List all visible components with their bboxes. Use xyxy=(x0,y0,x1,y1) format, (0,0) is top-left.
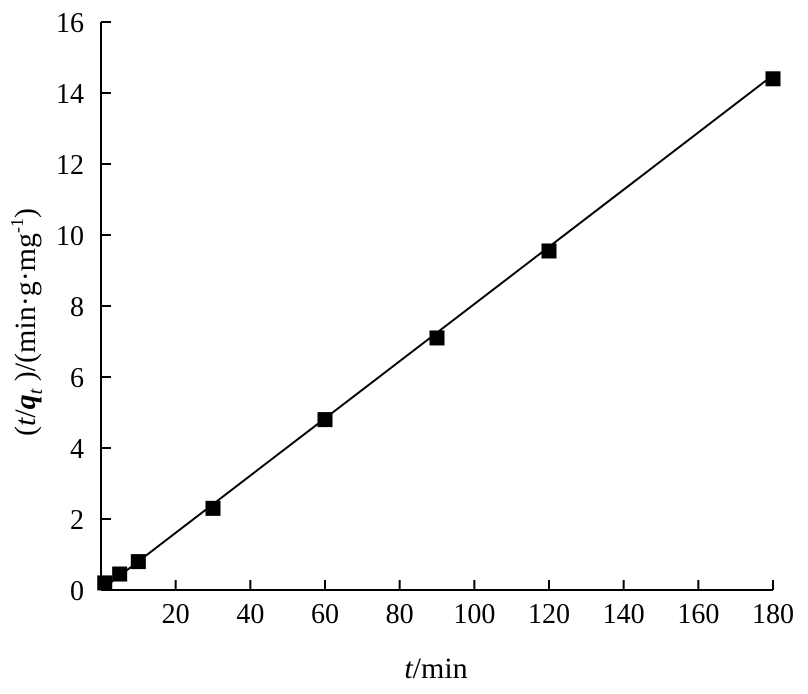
x-tick-label: 160 xyxy=(677,599,719,630)
y-axis-slash: / xyxy=(9,409,42,418)
x-tick-label: 140 xyxy=(603,599,645,630)
x-tick-label: 120 xyxy=(528,599,570,630)
y-tick-label: 6 xyxy=(70,363,84,394)
x-tick-label: 100 xyxy=(453,599,495,630)
y-axis-sub-t: t xyxy=(25,388,47,394)
x-tick-label: 40 xyxy=(236,599,264,630)
axes xyxy=(100,22,773,591)
y-tick-label: 8 xyxy=(70,292,84,323)
y-tick-label: 0 xyxy=(70,576,84,607)
data-point xyxy=(130,554,146,570)
y-axis-ticks: 0 2 4 6 8 10 12 14 16 xyxy=(56,8,111,607)
y-tick-label: 10 xyxy=(56,221,84,252)
x-axis-ticks: 20 40 60 80 100 120 140 160 180 xyxy=(162,580,794,630)
y-axis-open-paren: ( xyxy=(9,426,42,436)
x-tick-label: 60 xyxy=(311,599,339,630)
y-axis-var-t: t xyxy=(9,417,42,426)
data-point xyxy=(205,500,221,516)
x-tick-label: 20 xyxy=(162,599,190,630)
x-tick-label: 180 xyxy=(752,599,794,630)
x-axis-var: t xyxy=(404,652,413,685)
data-points xyxy=(97,71,781,591)
x-axis-unit: /min xyxy=(413,652,468,685)
data-point xyxy=(541,243,557,259)
y-tick-label: 14 xyxy=(56,79,84,110)
data-point xyxy=(765,71,781,87)
x-tick-label: 80 xyxy=(386,599,414,630)
y-tick-label: 12 xyxy=(56,150,84,181)
y-axis-close-paren: ) xyxy=(9,208,42,218)
x-axis-title: t/min xyxy=(404,652,467,685)
y-tick-label: 16 xyxy=(56,8,84,39)
y-axis-var-q: q xyxy=(9,394,42,409)
data-point xyxy=(317,412,333,428)
y-tick-label: 2 xyxy=(70,505,84,536)
data-point xyxy=(112,566,128,582)
y-axis-title: (t/qt )/(min·g·mg-1) xyxy=(7,208,47,436)
data-point xyxy=(97,575,113,591)
data-point xyxy=(429,330,445,346)
y-axis-units: )/(min·g·mg xyxy=(9,233,42,389)
y-axis-sup: -1 xyxy=(7,218,27,233)
y-tick-label: 4 xyxy=(70,434,84,465)
